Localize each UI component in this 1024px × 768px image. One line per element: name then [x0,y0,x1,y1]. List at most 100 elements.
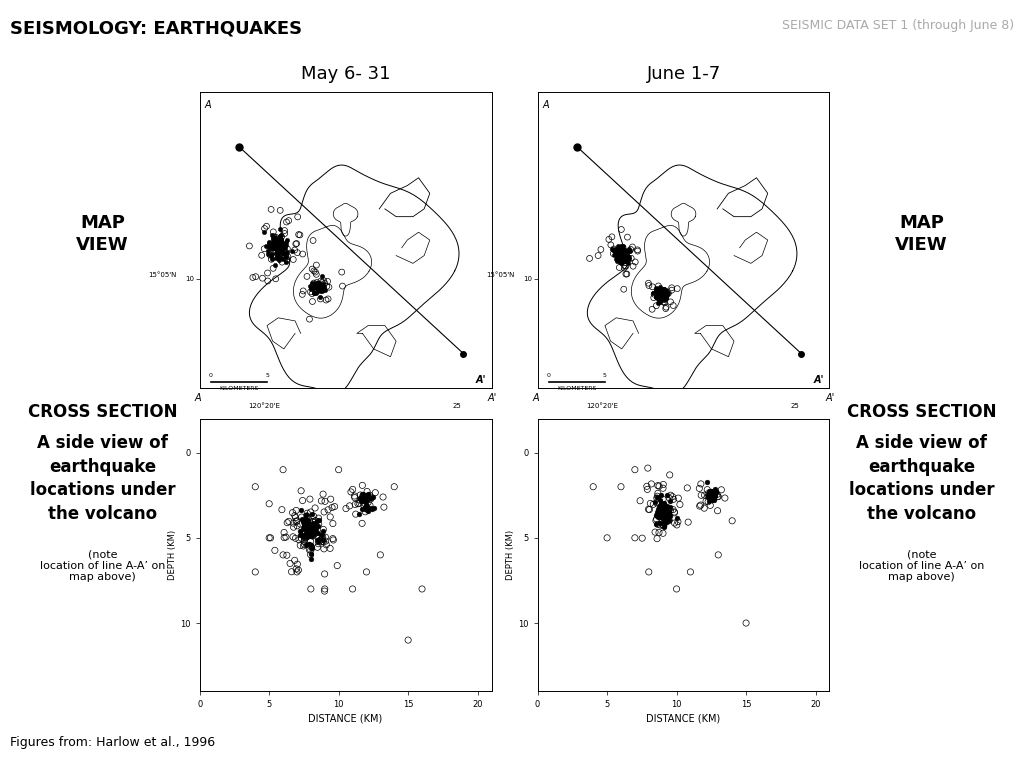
Point [703,488,720,500]
Point [305,526,322,538]
Point [655,508,672,520]
Point [256,225,272,237]
Point [264,253,281,266]
Point [288,505,304,517]
Point [647,283,664,295]
Point [262,531,279,544]
Point [276,248,293,260]
Point [659,515,676,528]
Point [650,288,667,300]
Point [346,492,362,504]
Point [314,525,331,537]
Point [343,486,359,498]
Point [653,285,670,297]
Point [313,495,330,507]
Point [644,303,660,316]
Point [307,515,324,527]
Point [659,504,676,516]
Point [308,515,325,527]
Point [305,286,322,299]
Point [651,286,668,299]
Point [613,245,630,257]
Point [696,502,713,515]
Point [310,276,327,289]
Point [653,505,670,518]
Point [358,492,375,505]
Point [658,488,675,501]
Point [300,521,316,533]
Point [651,506,668,518]
Point [655,284,672,296]
Point [316,495,333,508]
Point [313,533,330,545]
Point [307,518,324,531]
Point [657,503,674,515]
Point [610,250,627,263]
Point [647,508,664,521]
Point [297,522,313,535]
Point [652,296,669,308]
Point [352,489,369,502]
Point [310,281,327,293]
Point [278,248,294,260]
Point [275,526,292,538]
Point [265,226,282,238]
Point [289,558,305,571]
Point [309,280,326,293]
Point [304,541,321,553]
Point [644,280,660,293]
Point [658,515,675,528]
Point [279,233,295,246]
Point [691,500,708,512]
Point [292,229,308,241]
Point [259,275,275,287]
Point [279,254,295,266]
Point [646,288,663,300]
Point [670,515,686,528]
Point [650,280,667,292]
Point [308,276,325,289]
Point [700,495,717,508]
Point [310,527,327,539]
Point [263,253,280,266]
Point [609,244,626,257]
Point [302,525,318,537]
Point [329,559,345,571]
Point [289,515,305,527]
Point [300,530,316,542]
Text: (note
location of line A-A’ on
map above): (note location of line A-A’ on map above… [40,549,165,582]
Point [617,254,634,266]
Point [302,544,318,556]
Point [649,492,666,504]
Point [641,504,657,516]
Point [303,282,319,294]
Point [292,525,308,537]
Text: SEISMIC DATA SET 1 (through June 8): SEISMIC DATA SET 1 (through June 8) [781,19,1014,32]
Point [652,292,669,304]
Point [710,491,726,503]
Point [654,482,671,495]
Point [301,518,317,530]
Point [311,514,328,526]
Point [305,510,322,522]
Point [699,484,716,496]
Point [301,526,317,538]
Point [617,244,634,257]
Point [300,513,316,525]
Point [266,233,283,246]
Point [285,507,301,519]
Point [705,492,721,504]
Point [656,296,673,309]
Point [290,564,306,576]
Text: 120°20'E: 120°20'E [586,402,617,409]
Point [311,533,328,545]
Point [267,237,284,249]
Point [657,290,674,302]
Text: KILOMETERS: KILOMETERS [219,386,259,391]
Point [314,531,331,543]
Point [649,503,666,515]
Point [296,538,312,551]
Point [276,227,293,240]
Point [303,541,319,554]
Point [273,229,290,241]
